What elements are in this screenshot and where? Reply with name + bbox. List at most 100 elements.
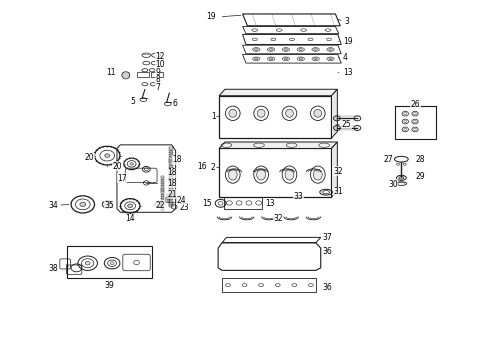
Text: 18: 18 (167, 168, 176, 177)
Bar (169, 152, 173, 153)
Bar (169, 165, 173, 166)
Text: 21: 21 (168, 190, 177, 199)
Bar (169, 195, 173, 196)
Bar (395, 106, 436, 139)
Text: 13: 13 (343, 68, 352, 77)
Text: 22: 22 (155, 201, 165, 210)
Ellipse shape (270, 58, 273, 60)
Bar (161, 204, 164, 206)
Bar (161, 187, 164, 189)
Bar (169, 177, 173, 179)
Ellipse shape (329, 58, 332, 60)
Bar (169, 184, 173, 185)
Polygon shape (219, 142, 337, 148)
Text: 37: 37 (322, 233, 332, 242)
Text: 38: 38 (49, 265, 58, 274)
Bar (169, 169, 173, 170)
Ellipse shape (314, 58, 318, 60)
Text: 8: 8 (155, 75, 160, 84)
Bar (169, 197, 173, 198)
Text: 18: 18 (172, 156, 182, 165)
Bar (169, 182, 173, 183)
Text: 24: 24 (176, 196, 186, 205)
Text: 29: 29 (415, 172, 425, 181)
Bar (167, 194, 170, 195)
Bar (169, 167, 173, 168)
Ellipse shape (284, 58, 288, 60)
Text: 36: 36 (322, 283, 332, 292)
Bar (161, 185, 164, 186)
Ellipse shape (329, 49, 332, 50)
Text: 11: 11 (106, 68, 116, 77)
Bar (167, 199, 170, 201)
Text: 15: 15 (203, 199, 212, 208)
Text: 25: 25 (342, 120, 351, 129)
Bar (167, 198, 170, 199)
Ellipse shape (128, 204, 133, 208)
Bar (151, 72, 163, 77)
Bar (161, 176, 164, 178)
Text: 17: 17 (117, 174, 127, 183)
Bar (161, 194, 164, 195)
Text: 36: 36 (322, 247, 332, 256)
Bar (161, 183, 164, 184)
Bar (169, 160, 173, 162)
Text: 34: 34 (49, 201, 58, 210)
Bar (169, 188, 173, 190)
Polygon shape (219, 89, 337, 96)
Bar (169, 190, 173, 192)
Ellipse shape (105, 154, 110, 157)
Bar (169, 206, 173, 207)
Bar (161, 209, 164, 210)
Bar (169, 158, 173, 159)
Ellipse shape (110, 262, 114, 265)
Ellipse shape (257, 109, 265, 117)
Bar (169, 175, 173, 177)
Bar (161, 181, 164, 182)
Ellipse shape (85, 261, 90, 265)
Bar (161, 179, 164, 180)
Polygon shape (331, 89, 337, 138)
Bar (169, 173, 173, 175)
Bar (169, 147, 173, 149)
Text: 1: 1 (211, 112, 216, 121)
Text: 7: 7 (155, 83, 160, 92)
Bar (137, 72, 149, 77)
Text: 30: 30 (388, 180, 398, 189)
Bar (161, 198, 164, 199)
Bar (167, 201, 170, 202)
Polygon shape (331, 142, 337, 197)
Ellipse shape (285, 169, 294, 180)
Bar (169, 154, 173, 155)
Text: 6: 6 (172, 99, 177, 108)
Ellipse shape (286, 109, 294, 117)
Text: 32: 32 (333, 167, 343, 176)
Text: 9: 9 (155, 68, 160, 77)
Text: 28: 28 (415, 155, 424, 164)
Bar (167, 196, 170, 197)
Ellipse shape (130, 163, 133, 165)
Text: 13: 13 (266, 199, 275, 208)
Bar (219, 148, 331, 197)
Ellipse shape (229, 109, 237, 117)
Ellipse shape (314, 169, 322, 180)
Text: ~~: ~~ (142, 53, 151, 58)
Text: 4: 4 (343, 53, 347, 62)
Bar (169, 149, 173, 151)
Ellipse shape (299, 49, 302, 50)
Text: 27: 27 (383, 155, 393, 164)
Ellipse shape (80, 202, 86, 207)
Ellipse shape (314, 109, 322, 117)
Bar (169, 201, 173, 203)
Text: 12: 12 (155, 52, 165, 61)
Bar (161, 192, 164, 193)
Bar (222, 278, 317, 292)
Text: 23: 23 (179, 203, 189, 212)
Ellipse shape (254, 58, 258, 60)
Text: 35: 35 (104, 201, 114, 210)
Text: 32: 32 (273, 214, 283, 223)
Text: 20: 20 (112, 162, 122, 171)
Text: 16: 16 (197, 162, 207, 171)
Bar (169, 180, 173, 181)
Text: 33: 33 (294, 192, 304, 201)
